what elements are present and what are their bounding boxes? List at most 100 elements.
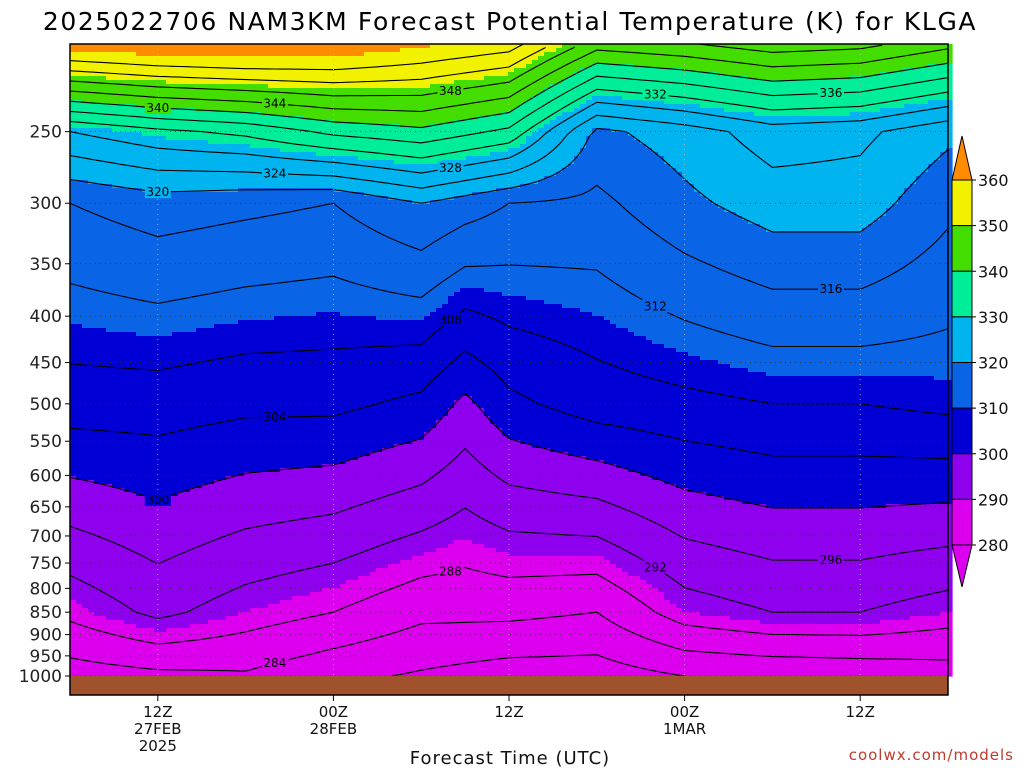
field-cell	[892, 76, 899, 81]
field-cell	[796, 116, 803, 121]
field-cell	[82, 84, 89, 89]
field-cell	[694, 64, 701, 69]
field-cell	[502, 120, 509, 125]
field-cell	[826, 136, 833, 141]
field-cell	[580, 132, 587, 137]
field-cell	[400, 96, 407, 101]
field-cell	[856, 148, 863, 153]
field-cell	[634, 96, 641, 101]
field-cell	[724, 136, 731, 141]
field-cell	[874, 76, 881, 81]
field-cell	[808, 84, 815, 89]
field-cell	[916, 48, 923, 53]
field-cell	[316, 156, 323, 161]
field-cell	[676, 116, 683, 121]
field-cell	[898, 140, 905, 145]
field-cell	[100, 176, 107, 181]
field-cell	[322, 176, 329, 181]
field-cell	[502, 136, 509, 141]
field-cell	[94, 140, 101, 145]
field-cell	[430, 100, 437, 105]
field-cell	[514, 164, 521, 169]
field-cell	[88, 84, 95, 89]
field-cell	[154, 152, 161, 157]
field-cell	[910, 152, 917, 157]
field-cell	[484, 76, 491, 81]
field-cell	[574, 52, 581, 57]
field-cell	[100, 132, 107, 137]
field-cell	[382, 148, 389, 153]
field-cell	[634, 60, 641, 65]
field-cell	[436, 112, 443, 117]
field-cell	[598, 136, 605, 141]
field-cell	[790, 112, 797, 117]
field-cell	[778, 172, 785, 177]
field-cell	[652, 144, 659, 149]
field-cell	[934, 96, 941, 101]
field-cell	[922, 76, 929, 81]
field-cell	[112, 76, 119, 81]
field-cell	[796, 84, 803, 89]
field-cell	[268, 84, 275, 89]
field-cell	[436, 48, 443, 53]
field-cell	[526, 60, 533, 65]
field-cell	[166, 176, 173, 181]
field-cell	[214, 68, 221, 73]
field-cell	[574, 148, 581, 153]
field-cell	[568, 168, 575, 173]
field-cell	[640, 56, 647, 61]
field-cell	[586, 96, 593, 101]
field-cell	[934, 132, 941, 137]
field-cell	[370, 60, 377, 65]
field-cell	[712, 120, 719, 125]
field-cell	[568, 108, 575, 113]
field-cell	[226, 56, 233, 61]
field-cell	[232, 132, 239, 137]
field-cell	[772, 104, 779, 109]
field-cell	[616, 56, 623, 61]
field-cell	[268, 64, 275, 69]
field-cell	[538, 96, 545, 101]
field-cell	[244, 116, 251, 121]
field-cell	[196, 100, 203, 105]
field-cell	[424, 152, 431, 157]
field-cell	[394, 156, 401, 161]
field-cell	[88, 148, 95, 153]
field-cell	[274, 56, 281, 61]
field-cell	[904, 120, 911, 125]
field-cell	[172, 152, 179, 157]
field-cell	[136, 68, 143, 73]
field-cell	[196, 124, 203, 129]
field-cell	[700, 140, 707, 145]
field-cell	[766, 172, 773, 177]
field-cell	[232, 52, 239, 57]
field-cell	[238, 72, 245, 77]
field-cell	[340, 156, 347, 161]
field-cell	[802, 152, 809, 157]
field-cell	[760, 60, 767, 65]
field-cell	[352, 72, 359, 77]
field-cell	[430, 120, 437, 125]
field-cell	[76, 64, 83, 69]
field-cell	[352, 96, 359, 101]
field-cell	[862, 132, 869, 137]
field-cell	[400, 116, 407, 121]
field-cell	[538, 80, 545, 85]
field-cell	[922, 112, 929, 117]
field-cell	[442, 76, 449, 81]
field-cell	[904, 164, 911, 169]
field-cell	[880, 156, 887, 161]
field-cell	[898, 76, 905, 81]
field-cell	[934, 84, 941, 89]
field-cell	[940, 132, 947, 137]
field-cell	[712, 144, 719, 149]
field-cell	[394, 52, 401, 57]
field-cell	[238, 164, 245, 169]
field-cell	[442, 176, 449, 181]
field-cell	[832, 172, 839, 177]
field-cell	[640, 156, 647, 161]
field-cell	[748, 84, 755, 89]
field-cell	[868, 84, 875, 89]
field-cell	[706, 168, 713, 173]
field-cell	[916, 164, 923, 169]
